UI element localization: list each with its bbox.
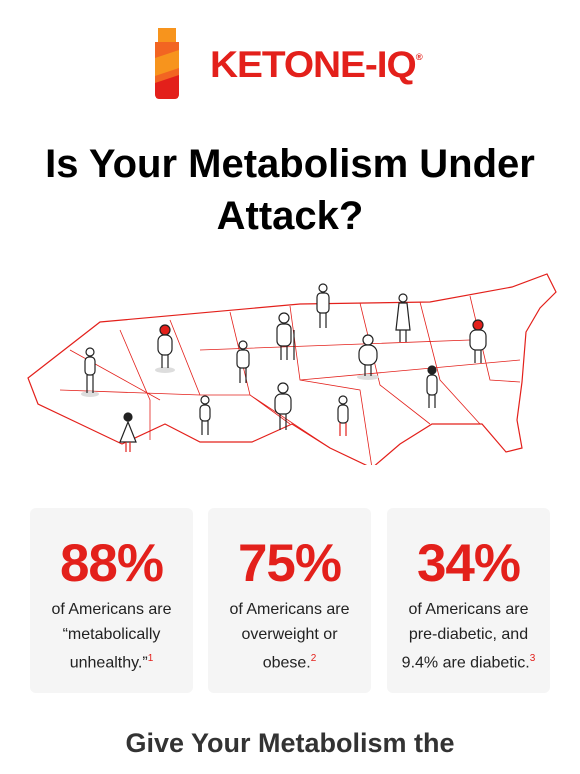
stat-description: of Americans are “metabolically unhealth… xyxy=(37,598,187,676)
stat-text: of Americans are pre-diabetic, and 9.4% … xyxy=(401,601,530,672)
stat-card: 88% of Americans are “metabolically unhea… xyxy=(30,508,193,693)
logo: KETONE-IQ® xyxy=(0,28,580,103)
brand-text: KETONE-IQ xyxy=(210,44,417,85)
brand-name: KETONE-IQ® xyxy=(210,44,423,86)
footnote-ref: 3 xyxy=(529,653,536,664)
stat-description: of Americans are overweight or obese.2 xyxy=(215,598,365,676)
stat-value: 34% xyxy=(416,534,521,593)
stat-card: 75% of Americans are overweight or obese.… xyxy=(208,508,371,693)
bottle-icon xyxy=(155,28,179,99)
footnote-ref: 1 xyxy=(147,653,154,664)
stat-card: 34% of Americans are pre-diabetic, and 9.… xyxy=(387,508,550,693)
stat-text: of Americans are overweight or obese. xyxy=(229,601,350,672)
stat-value: 75% xyxy=(237,534,342,593)
stat-description: of Americans are pre-diabetic, and 9.4% … xyxy=(394,598,544,676)
footnote-ref: 2 xyxy=(310,653,317,664)
subheading: Give Your Metabolism the xyxy=(125,728,455,758)
stat-text: of Americans are “metabolically unhealth… xyxy=(51,601,172,672)
stat-value: 88% xyxy=(59,534,164,593)
us-map-illustration xyxy=(27,273,557,465)
registered-mark: ® xyxy=(415,52,423,62)
headline: Is Your Metabolism Under Attack? xyxy=(45,142,535,238)
